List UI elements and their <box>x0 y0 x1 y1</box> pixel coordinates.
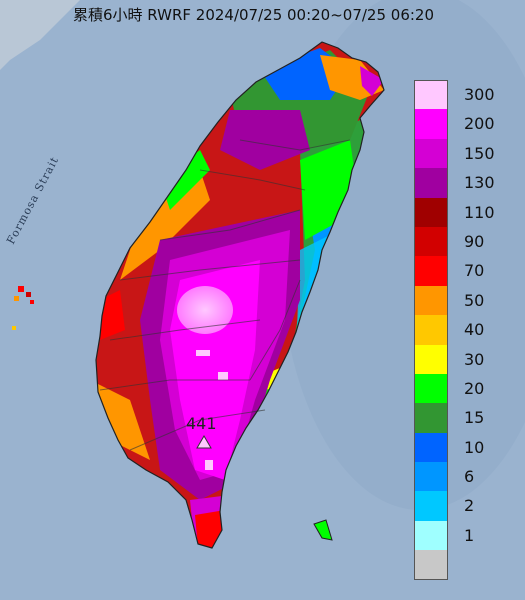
legend-swatch <box>414 344 448 374</box>
legend-label: 110 <box>464 202 495 222</box>
map-title: 累積6小時 RWRF 2024/07/25 00:20~07/25 06:20 <box>73 6 435 24</box>
county-borders <box>99 139 351 451</box>
peak-value: 441 <box>186 414 217 433</box>
legend-swatch <box>414 168 448 198</box>
legend-swatch <box>414 315 448 345</box>
legend-swatch <box>414 80 448 110</box>
legend-label: 130 <box>464 173 495 193</box>
legend-label: 15 <box>464 408 485 428</box>
legend-label: 90 <box>464 231 485 251</box>
legend-label: 50 <box>464 290 485 310</box>
legend-swatch <box>414 109 448 139</box>
legend-swatch <box>414 138 448 169</box>
legend-swatch <box>414 520 448 551</box>
legend-label: 200 <box>464 114 495 134</box>
color-legend <box>414 80 448 580</box>
legend-label: 20 <box>464 378 485 398</box>
penghu-islands <box>12 286 34 330</box>
legend-swatch <box>414 462 448 492</box>
legend-labels: 300 200 150 130 110 90 70 50 40 30 20 15 10 6 2 1 <box>464 85 495 565</box>
legend-label: 10 <box>464 437 485 457</box>
green-island <box>313 519 333 541</box>
legend-label: 300 <box>464 85 495 104</box>
legend-swatch <box>414 432 448 463</box>
legend-label: 2 <box>464 496 475 516</box>
legend-swatch <box>414 491 448 521</box>
legend-swatch <box>414 373 448 404</box>
legend-swatch <box>414 226 448 257</box>
legend-label: 1 <box>464 525 475 545</box>
legend-swatch <box>414 285 448 316</box>
legend-swatch <box>414 403 448 433</box>
legend-label: 6 <box>464 467 475 487</box>
legend-label: 30 <box>464 349 485 369</box>
legend-label: 40 <box>464 320 485 340</box>
legend-label: 150 <box>464 143 495 163</box>
legend-swatch <box>414 256 448 286</box>
legend-swatch <box>414 197 448 227</box>
legend-swatch <box>414 550 448 580</box>
peak-triangle-icon <box>196 435 212 449</box>
mainland-coast <box>0 0 80 70</box>
legend-label: 70 <box>464 261 485 281</box>
